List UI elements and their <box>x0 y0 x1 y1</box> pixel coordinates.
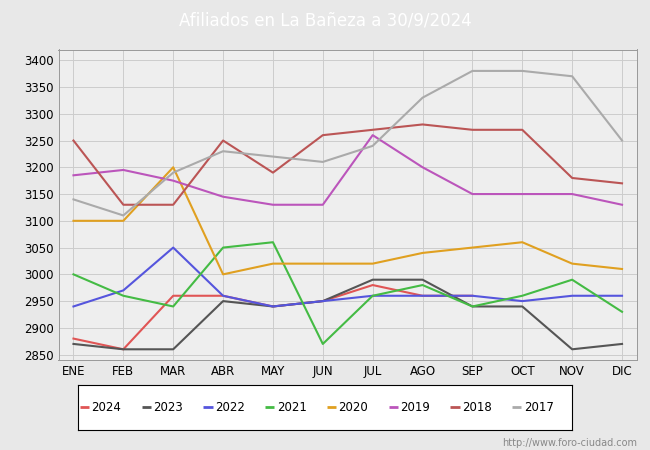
Text: 2017: 2017 <box>524 401 554 414</box>
Text: 2021: 2021 <box>277 401 307 414</box>
Text: 2023: 2023 <box>153 401 183 414</box>
Text: http://www.foro-ciudad.com: http://www.foro-ciudad.com <box>502 438 637 448</box>
Text: Afiliados en La Bañeza a 30/9/2024: Afiliados en La Bañeza a 30/9/2024 <box>179 11 471 29</box>
Text: 2024: 2024 <box>92 401 122 414</box>
Text: 2018: 2018 <box>462 401 492 414</box>
Text: 2022: 2022 <box>215 401 245 414</box>
Text: 2020: 2020 <box>339 401 369 414</box>
Text: 2019: 2019 <box>400 401 430 414</box>
